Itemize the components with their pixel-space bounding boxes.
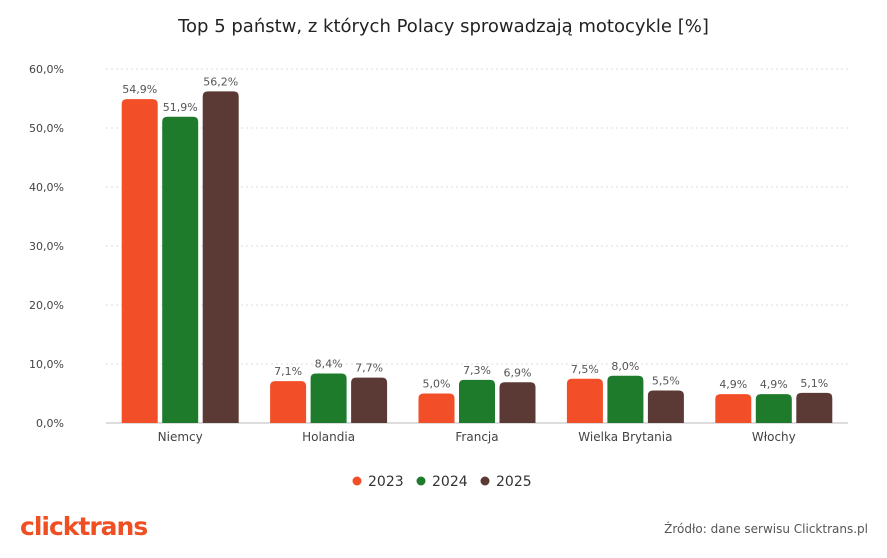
x-tick-label: Holandia [302,430,355,444]
bar [310,373,347,423]
data-label: 5,0% [423,378,451,391]
y-tick-label: 10,0% [29,358,64,371]
y-tick-label: 20,0% [29,299,64,312]
bar [796,392,833,423]
x-tick-label: Francja [455,430,498,444]
legend-marker [480,476,490,486]
data-label: 7,7% [355,362,383,375]
clicktrans-logo: clicktrans [20,512,148,541]
legend-label: 2025 [496,474,532,490]
y-tick-label: 30,0% [29,240,64,253]
legend-marker [416,476,426,486]
chart-title: Top 5 państw, z których Polacy sprowadza… [178,16,709,37]
bar-chart: 0,0% 10,0% 20,0% 30,0% 40,0% 50,0% 60,0% 54,9% 5… [29,63,848,490]
legend-label: 2023 [368,474,404,490]
bar [162,116,199,423]
data-label: 56,2% [203,75,238,88]
bar [499,382,536,423]
bar [459,379,495,423]
bar [647,390,684,423]
x-tick-label: Niemcy [158,430,203,444]
bar [270,381,307,423]
data-label: 51,9% [163,101,198,114]
bar [202,91,239,424]
x-tick-label: Włochy [752,430,796,444]
data-label: 4,9% [760,378,788,391]
data-label: 7,5% [571,363,599,376]
x-tick-label: Wielka Brytania [578,430,672,444]
data-label: 7,1% [274,365,302,378]
data-label: 5,1% [800,377,828,390]
bar [715,394,752,423]
bar [566,378,603,423]
y-tick-label: 50,0% [29,122,64,135]
data-label: 6,9% [504,366,532,379]
y-tick-label: 0,0% [36,417,64,430]
data-label: 7,3% [463,364,491,377]
legend-marker [352,476,362,486]
data-label: 54,9% [122,83,157,96]
bar [121,99,158,423]
source-note: Źródło: dane serwisu Clicktrans.pl [664,522,868,536]
bar [607,375,644,423]
data-label: 8,4% [315,357,343,370]
bar [755,394,792,423]
data-label: 4,9% [719,378,747,391]
y-tick-label: 60,0% [29,63,64,76]
y-tick-label: 40,0% [29,181,64,194]
bar [418,393,455,423]
bar [351,377,388,423]
data-label: 5,5% [652,375,680,388]
legend-label: 2024 [432,474,468,490]
data-label: 8,0% [611,360,639,373]
